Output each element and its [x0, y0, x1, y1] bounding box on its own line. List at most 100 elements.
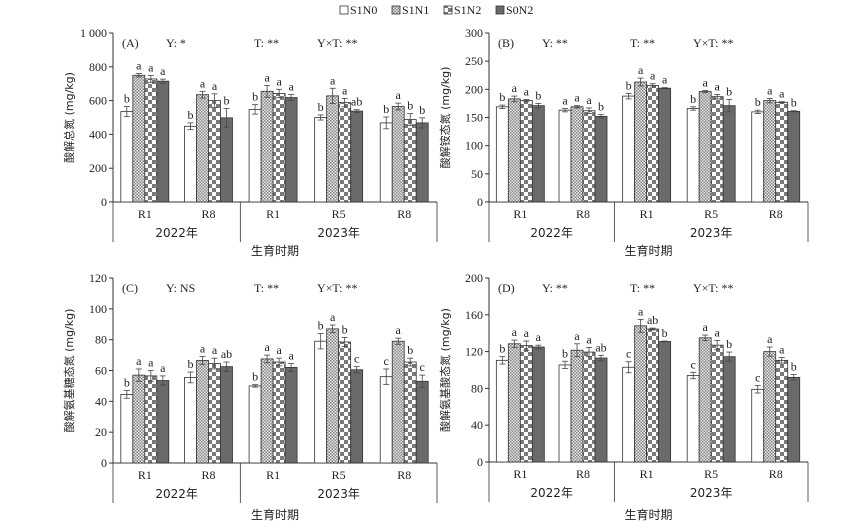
x-category-label: R8 [201, 468, 215, 482]
bar-s0n2 [531, 105, 545, 203]
y-tick-label: 600 [89, 94, 107, 108]
x-category-label: R8 [769, 207, 783, 221]
y-tick-label: 0 [477, 455, 483, 469]
x-category-label: R5 [332, 468, 346, 482]
bar-s1n2 [519, 100, 533, 203]
y-tick-label: 0 [101, 456, 107, 470]
bar-s1n0 [622, 366, 636, 463]
anova-stat: Y×T: ** [693, 281, 734, 295]
x-category-label: R1 [266, 468, 280, 482]
bar-s0n2 [415, 122, 429, 203]
bar-s1n0 [686, 375, 700, 463]
y-tick-label: 150 [465, 111, 483, 125]
anova-stat: T: ** [630, 36, 655, 50]
x-category-label: R5 [704, 467, 718, 481]
significance-letter: b [383, 102, 389, 116]
x-axis-label: 生育时期 [251, 243, 299, 258]
significance-letter: a [779, 87, 785, 101]
year-label: 2023年 [317, 226, 360, 240]
x-category-label: R1 [640, 467, 654, 481]
bar-s1n2 [272, 361, 286, 464]
significance-letter: b [252, 90, 258, 104]
y-tick-label: 200 [89, 161, 107, 175]
bar-s1n2 [582, 110, 596, 203]
bar-s0n2 [594, 115, 608, 203]
significance-letter: b [342, 322, 348, 336]
significance-letter: b [755, 95, 761, 109]
bar-s1n2 [403, 119, 417, 203]
bar-s1n2 [144, 375, 158, 464]
significance-letter: a [342, 83, 348, 97]
bar-s1n1 [763, 100, 777, 203]
x-category-label: R1 [266, 207, 280, 221]
significance-letter: a [200, 76, 206, 90]
y-axis-label: 酸解氨基糖态氮 (mg/kg) [62, 309, 76, 433]
bar-s1n2 [272, 93, 286, 203]
x-axis-label: 生育时期 [251, 507, 299, 522]
panel-label: (C) [122, 281, 138, 295]
bar-s1n2 [582, 351, 596, 463]
anova-stat: T: ** [254, 36, 279, 50]
bar-s0n2 [415, 380, 429, 464]
y-axis-label: 酸解氨基酸态氮 (mg/kg) [438, 308, 452, 432]
significance-letter: a [662, 73, 668, 87]
year-label: 2023年 [317, 487, 360, 501]
bar-s0n2 [156, 380, 170, 464]
bar-s1n0 [379, 376, 393, 464]
bar-s1n1 [391, 106, 405, 203]
y-tick-label: 800 [89, 60, 107, 74]
bar-s1n1 [634, 81, 648, 203]
significance-letter: b [535, 88, 541, 102]
legend-swatch-s1n0 [339, 5, 349, 15]
significance-letter: c [384, 354, 389, 368]
significance-letter: a [396, 323, 402, 337]
x-category-label: R8 [769, 467, 783, 481]
significance-letter: a [536, 330, 542, 344]
y-tick-label: 120 [465, 345, 483, 359]
bar-s1n0 [248, 108, 262, 203]
significance-letter: a [160, 64, 166, 78]
significance-letter: b [407, 99, 413, 113]
significance-letter: a [148, 356, 154, 370]
x-category-label: R8 [397, 207, 411, 221]
panel-label: (D) [498, 281, 515, 295]
significance-letter: b [499, 90, 505, 104]
significance-letter: b [407, 343, 413, 357]
year-label: 2022年 [155, 487, 198, 501]
panel-label: (B) [498, 36, 514, 50]
anova-stat: Y: ** [542, 281, 568, 295]
bar-s1n2 [775, 359, 789, 463]
y-tick-label: 20 [95, 425, 107, 439]
chart-panel-c: 0 20 40 60 80 100 120 酸解氨基糖态氮 (mg/kg) (C) Y: NS T:… [62, 271, 438, 522]
bar-s1n2 [208, 363, 221, 464]
significance-letter: ab [351, 95, 362, 109]
bar-s1n2 [775, 101, 789, 203]
bar-s1n1 [326, 95, 340, 203]
bar-s0n2 [531, 346, 545, 463]
y-tick-label: 0 [101, 195, 107, 209]
anova-stat: Y×T: ** [317, 36, 358, 50]
significance-letter: a [212, 79, 218, 93]
significance-letter: b [252, 370, 258, 384]
bar-s1n1 [698, 337, 712, 463]
anova-stat: Y: NS [166, 281, 195, 295]
significance-letter: a [562, 93, 568, 107]
bar-s1n2 [208, 100, 221, 203]
y-tick-label: 250 [465, 54, 483, 68]
bar-s1n1 [132, 374, 146, 464]
y-tick-label: 40 [95, 394, 107, 408]
significance-letter: b [598, 100, 604, 114]
significance-letter: b [626, 78, 632, 92]
x-category-label: R1 [640, 207, 654, 221]
bar-s1n0 [314, 117, 328, 203]
anova-stat: Y×T: ** [317, 281, 358, 295]
bar-s0n2 [220, 366, 233, 464]
legend-swatch-s0n2 [495, 5, 505, 15]
significance-letter: ab [647, 313, 658, 327]
y-tick-label: 200 [465, 271, 483, 285]
anova-stat: Y: ** [542, 36, 568, 50]
bar-s1n2 [519, 345, 533, 463]
bar-s0n2 [156, 80, 170, 203]
bar-s1n0 [495, 106, 509, 203]
